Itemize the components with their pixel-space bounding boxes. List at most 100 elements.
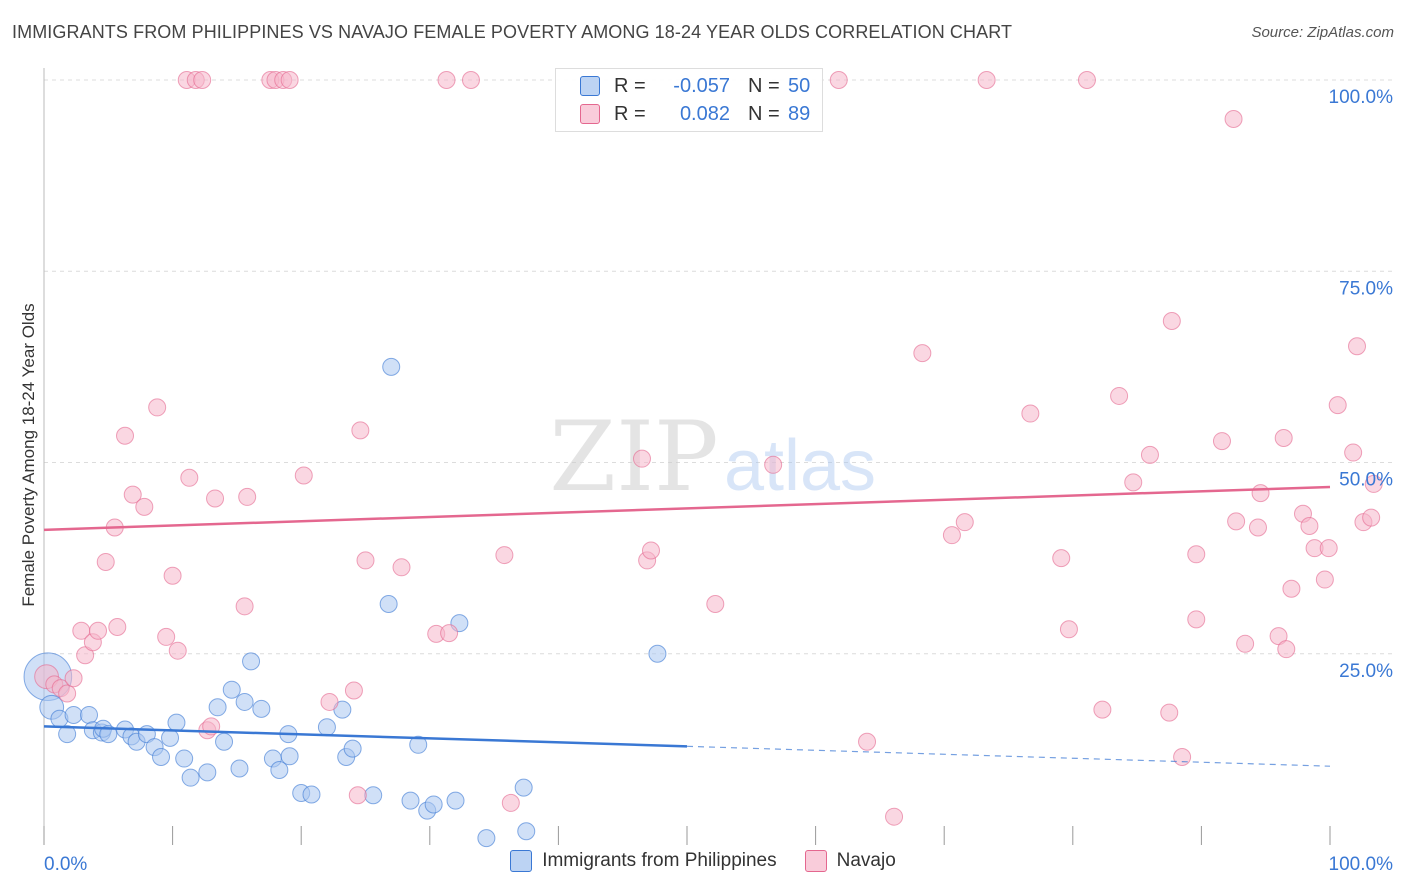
point-philippines — [222, 680, 241, 699]
point-navajo — [885, 807, 904, 826]
point-navajo — [96, 552, 115, 571]
point-navajo — [977, 71, 996, 89]
n-value: 50 — [788, 74, 811, 97]
r-label: R = — [614, 74, 646, 97]
point-navajo — [1251, 484, 1270, 503]
point-philippines — [208, 698, 227, 717]
point-navajo — [1364, 474, 1383, 493]
y-tick-label: 50.0% — [1339, 470, 1393, 491]
point-philippines — [152, 748, 171, 767]
legend-item-philippines[interactable]: Immigrants from Philippines — [510, 850, 777, 872]
point-navajo — [123, 485, 142, 504]
point-philippines — [252, 699, 271, 718]
point-philippines — [514, 778, 533, 797]
point-navajo — [64, 669, 83, 688]
point-navajo — [764, 455, 783, 474]
point-navajo — [168, 641, 187, 660]
point-navajo — [193, 71, 212, 89]
point-navajo — [1224, 110, 1243, 129]
point-navajo — [1059, 620, 1078, 639]
legend-swatch-pink — [580, 104, 600, 124]
point-navajo — [501, 793, 520, 812]
legend-swatch-blue — [580, 76, 600, 96]
point-navajo — [1300, 516, 1319, 535]
point-philippines — [401, 791, 420, 810]
point-navajo — [632, 449, 651, 468]
watermark-atlas: atlas — [724, 426, 876, 506]
legend-swatch-pink — [804, 850, 827, 872]
y-axis-label: Female Poverty Among 18-24 Year Olds — [19, 303, 38, 606]
point-navajo — [1052, 549, 1071, 568]
point-navajo — [320, 692, 339, 711]
point-philippines — [80, 705, 99, 724]
r-value: 0.082 — [679, 102, 730, 125]
point-philippines — [648, 644, 667, 663]
point-philippines — [230, 759, 249, 778]
point-navajo — [58, 684, 77, 703]
point-navajo — [913, 344, 932, 363]
legend-swatch-blue — [510, 850, 533, 872]
point-navajo — [148, 398, 167, 417]
n-value: 89 — [788, 102, 811, 125]
point-navajo — [351, 421, 370, 440]
stats-legend: R = -0.057 N = 50 R = 0.082 N = 89 — [555, 68, 823, 132]
point-navajo — [116, 426, 135, 445]
point-navajo — [829, 71, 848, 89]
x-tick-label: 0.0% — [44, 854, 87, 875]
point-philippines — [382, 357, 401, 376]
data-points — [23, 71, 1383, 848]
point-philippines — [99, 725, 118, 744]
point-navajo — [238, 487, 257, 506]
watermark: ZIP atlas — [549, 401, 876, 513]
point-navajo — [495, 546, 514, 565]
point-philippines — [242, 652, 261, 671]
point-navajo — [1277, 640, 1296, 659]
y-tick-label: 25.0% — [1339, 661, 1393, 682]
point-navajo — [858, 732, 877, 751]
point-philippines — [175, 749, 194, 768]
legend-item-navajo[interactable]: Navajo — [804, 850, 896, 872]
legend-row-philippines: R = -0.057 N = 50 — [580, 73, 810, 99]
point-navajo — [356, 551, 375, 570]
point-philippines — [198, 763, 217, 782]
point-philippines — [379, 595, 398, 614]
n-label: N = — [748, 74, 780, 97]
point-philippines — [280, 747, 299, 766]
point-navajo — [206, 489, 225, 508]
series-legend: Immigrants from Philippines Navajo — [0, 850, 1406, 872]
trend-line-philippines-projection — [686, 745, 1331, 767]
point-philippines — [424, 795, 443, 814]
point-navajo — [1187, 545, 1206, 564]
x-tick-label: 100.0% — [1329, 854, 1394, 875]
point-navajo — [1093, 700, 1112, 719]
r-label: R = — [614, 102, 646, 125]
point-navajo — [89, 621, 108, 640]
point-navajo — [1344, 443, 1363, 462]
point-navajo — [1319, 539, 1338, 558]
r-value: -0.057 — [673, 74, 730, 97]
legend-label-navajo: Navajo — [836, 850, 896, 871]
point-navajo — [294, 466, 313, 485]
point-navajo — [180, 468, 199, 487]
point-philippines — [477, 829, 496, 848]
point-philippines — [181, 768, 200, 787]
point-navajo — [1362, 508, 1381, 527]
point-navajo — [942, 526, 961, 545]
point-navajo — [641, 541, 660, 560]
tick-labels: 25.0% 50.0% 75.0% 100.0% 0.0% 100.0% — [44, 87, 1393, 875]
point-navajo — [1282, 579, 1301, 598]
point-navajo — [1140, 445, 1159, 464]
point-philippines — [161, 728, 180, 747]
legend-row-navajo: R = 0.082 N = 89 — [580, 101, 810, 127]
point-philippines — [409, 735, 428, 754]
point-navajo — [440, 624, 459, 643]
point-navajo — [1162, 311, 1181, 330]
point-navajo — [1212, 432, 1231, 451]
point-philippines — [343, 739, 362, 758]
point-philippines — [446, 791, 465, 810]
chart-title: IMMIGRANTS FROM PHILIPPINES VS NAVAJO FE… — [12, 22, 1013, 42]
point-navajo — [706, 595, 725, 614]
point-philippines — [317, 718, 336, 737]
point-navajo — [437, 71, 456, 89]
point-navajo — [1187, 610, 1206, 629]
